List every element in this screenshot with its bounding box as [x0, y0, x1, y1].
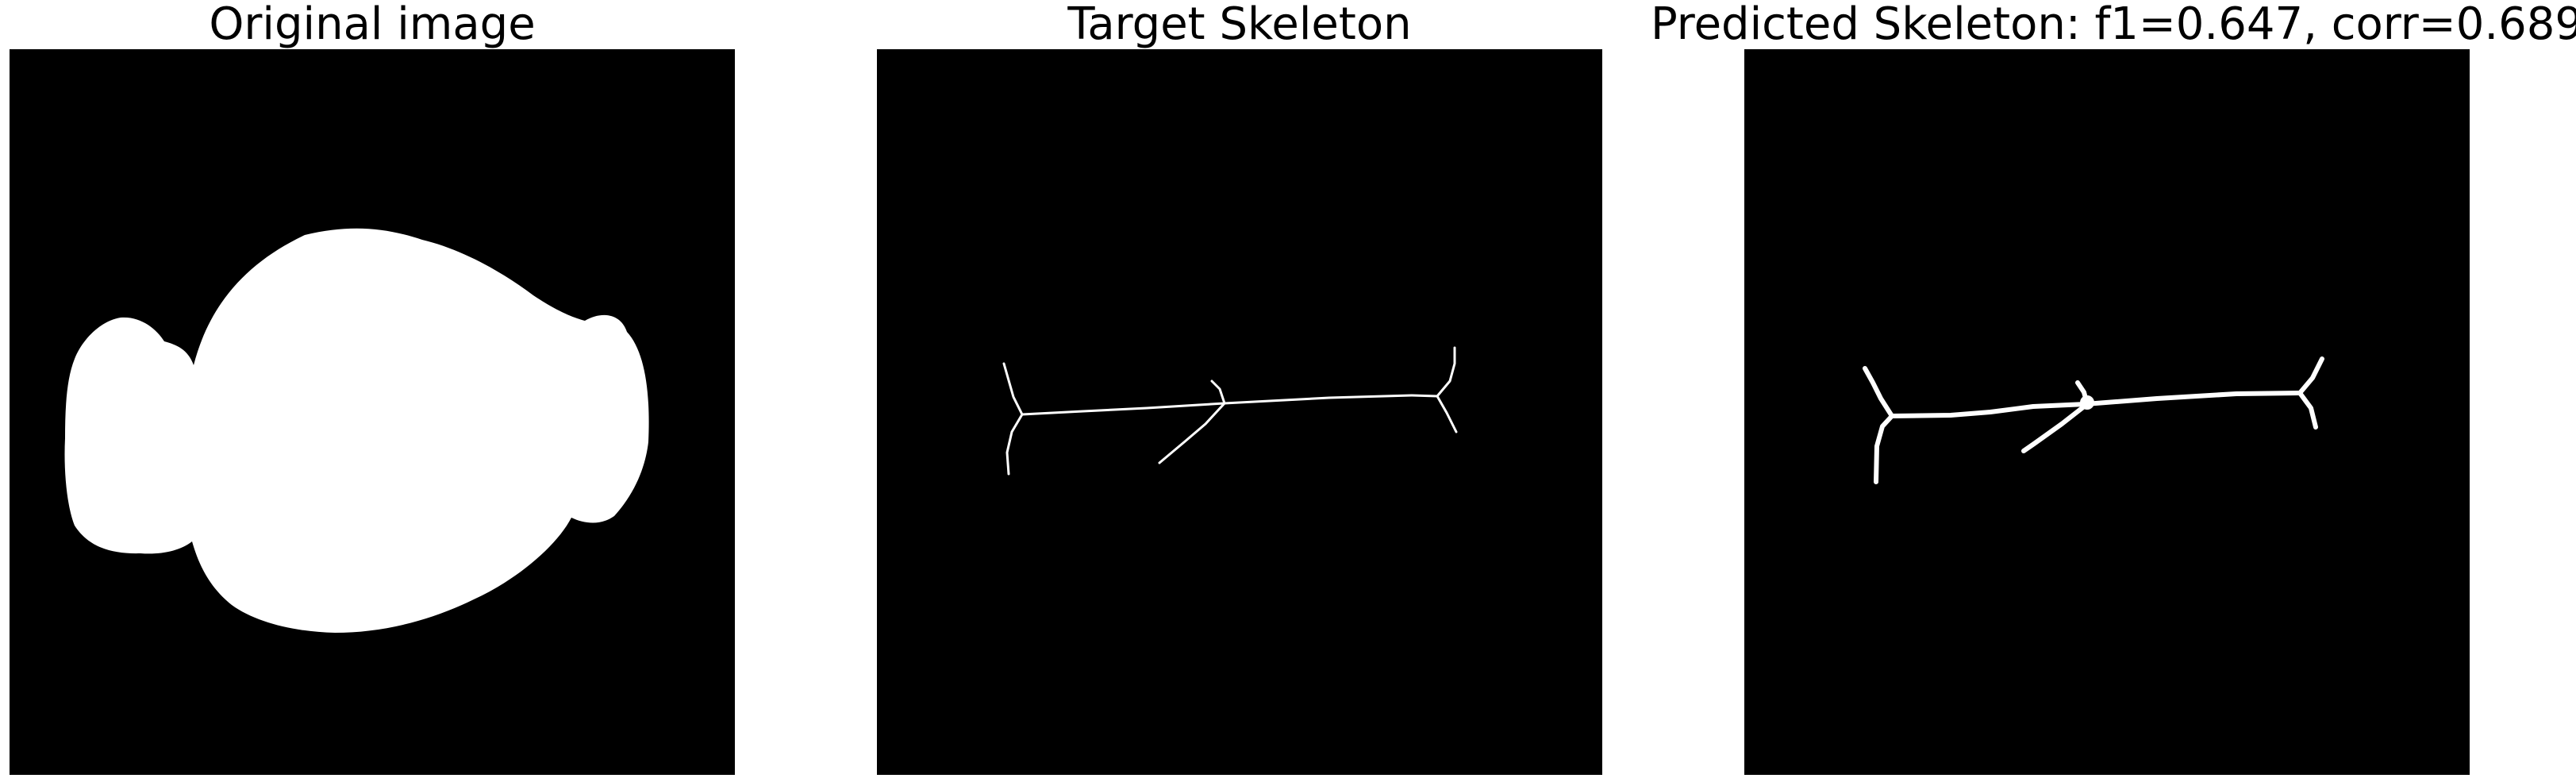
predicted-skeleton-main: [1890, 391, 2302, 418]
panel-title-original: Original image: [209, 0, 536, 50]
predicted-skeleton-right-upper: [2297, 356, 2324, 395]
original-image-svg: [10, 49, 735, 775]
predicted-skeleton-left-lower: [1874, 414, 1894, 484]
predicted-skeleton-left-upper: [1863, 366, 1894, 418]
predicted-skeleton-cross-branch: [2021, 402, 2090, 453]
target-skeleton-small-branch: [1210, 379, 1226, 405]
target-skeleton-cross-branch: [1158, 402, 1226, 464]
original-image-panel: [10, 49, 735, 775]
original-shape: [64, 228, 649, 633]
predicted-skeleton-svg: [1744, 49, 2470, 775]
target-skeleton-right-lower: [1436, 395, 1458, 433]
target-skeleton-left-lower: [1005, 413, 1024, 476]
predicted-skeleton-panel: [1744, 49, 2470, 775]
target-skeleton-panel: [877, 49, 1602, 775]
predicted-skeleton-right-lower: [2297, 391, 2318, 430]
target-skeleton-left-upper: [1002, 362, 1024, 416]
panel-title-target: Target Skeleton: [1067, 0, 1412, 50]
predicted-skeleton-junction-blob: [2080, 395, 2094, 410]
panel-title-predicted: Predicted Skeleton: f1=0.647, corr=0.689: [1651, 0, 2576, 50]
target-skeleton-svg: [877, 49, 1602, 775]
target-skeleton-right-upper: [1436, 346, 1456, 398]
